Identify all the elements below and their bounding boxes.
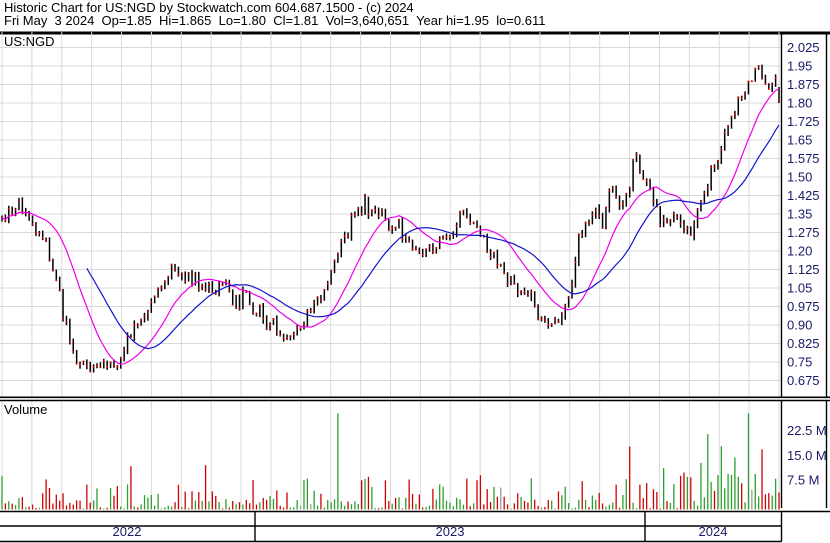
svg-text:1.05: 1.05 <box>787 281 812 296</box>
svg-text:2024: 2024 <box>699 524 728 539</box>
svg-text:2.025: 2.025 <box>787 40 820 55</box>
svg-text:0.90: 0.90 <box>787 318 812 333</box>
svg-text:1.80: 1.80 <box>787 96 812 111</box>
svg-text:1.50: 1.50 <box>787 170 812 185</box>
svg-text:1.575: 1.575 <box>787 151 820 166</box>
svg-text:1.875: 1.875 <box>787 77 820 92</box>
svg-text:0.675: 0.675 <box>787 373 820 388</box>
svg-text:2023: 2023 <box>436 524 465 539</box>
svg-text:1.425: 1.425 <box>787 188 820 203</box>
svg-text:22.5 M: 22.5 M <box>787 423 827 438</box>
svg-text:US:NGD: US:NGD <box>4 34 55 49</box>
svg-text:1.125: 1.125 <box>787 262 820 277</box>
svg-text:1.275: 1.275 <box>787 225 820 240</box>
svg-text:1.95: 1.95 <box>787 59 812 74</box>
svg-text:2022: 2022 <box>113 524 142 539</box>
svg-text:1.725: 1.725 <box>787 114 820 129</box>
svg-text:1.65: 1.65 <box>787 133 812 148</box>
svg-text:Volume: Volume <box>4 402 47 417</box>
svg-text:0.975: 0.975 <box>787 299 820 314</box>
svg-text:1.20: 1.20 <box>787 244 812 259</box>
svg-text:1.35: 1.35 <box>787 207 812 222</box>
svg-text:0.75: 0.75 <box>787 355 812 370</box>
svg-text:15.0 M: 15.0 M <box>787 448 827 463</box>
svg-text:0.825: 0.825 <box>787 336 820 351</box>
svg-text:7.5 M: 7.5 M <box>787 473 820 488</box>
